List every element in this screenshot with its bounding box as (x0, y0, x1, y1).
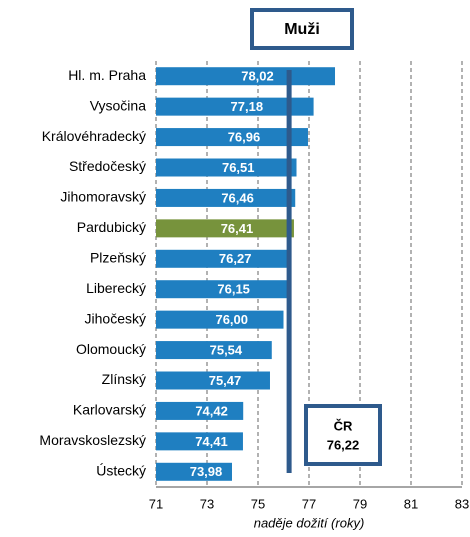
reference-box (304, 404, 382, 466)
y-tick-label: Královéhradecký (42, 128, 146, 144)
y-tick-label: Ústecký (96, 462, 146, 478)
y-tick-label: Zlínský (102, 371, 146, 387)
y-tick-label: Plzeňský (90, 249, 146, 265)
y-tick-label: Středočeský (69, 158, 146, 174)
value-label: 76,41 (221, 221, 254, 236)
bar (156, 341, 272, 360)
x-axis-label: naděje dožití (roky) (254, 515, 365, 530)
bar (156, 97, 314, 116)
x-tick-label: 79 (353, 496, 367, 511)
y-tick-label: Jihočeský (85, 310, 146, 326)
value-label: 76,15 (217, 282, 250, 297)
bar (156, 188, 296, 207)
y-tick-label: Jihomoravský (60, 189, 146, 205)
bar (156, 462, 232, 481)
value-label: 76,46 (221, 190, 254, 205)
y-tick-label: Moravskoslezský (39, 432, 146, 448)
title-box (250, 8, 354, 50)
value-label: 76,00 (215, 312, 248, 327)
x-tick-label: 71 (149, 496, 163, 511)
y-tick-label: Olomoucký (76, 341, 146, 357)
value-label: 73,98 (190, 464, 223, 479)
x-tick-label: 73 (200, 496, 214, 511)
x-tick-label: 81 (404, 496, 418, 511)
reference-label: ČR (334, 418, 353, 433)
bar (156, 432, 243, 451)
value-label: 74,41 (195, 434, 228, 449)
value-label: 77,18 (231, 99, 264, 114)
value-label: 78,02 (241, 69, 274, 84)
value-label: 76,27 (219, 251, 252, 266)
y-tick-label: Pardubický (77, 219, 146, 235)
bar (156, 249, 291, 268)
y-tick-label: Karlovarský (73, 402, 146, 418)
value-label: 76,51 (222, 160, 255, 175)
y-tick-label: Hl. m. Praha (68, 67, 146, 83)
value-label: 76,96 (228, 130, 261, 145)
value-label: 75,54 (210, 343, 243, 358)
bar (156, 158, 297, 177)
value-label: 75,47 (209, 373, 242, 388)
y-tick-label: Vysočina (90, 97, 147, 113)
value-label: 74,42 (195, 403, 228, 418)
reference-value: 76,22 (327, 437, 360, 452)
bar (156, 371, 270, 390)
chart-title: Muži (284, 21, 320, 38)
bar (156, 280, 288, 299)
bar (156, 128, 308, 147)
bar (156, 219, 294, 238)
x-tick-label: 83 (455, 496, 469, 511)
x-tick-label: 77 (302, 496, 316, 511)
bar (156, 310, 284, 329)
bar (156, 401, 244, 420)
y-tick-label: Liberecký (86, 280, 146, 296)
x-tick-label: 75 (251, 496, 265, 511)
